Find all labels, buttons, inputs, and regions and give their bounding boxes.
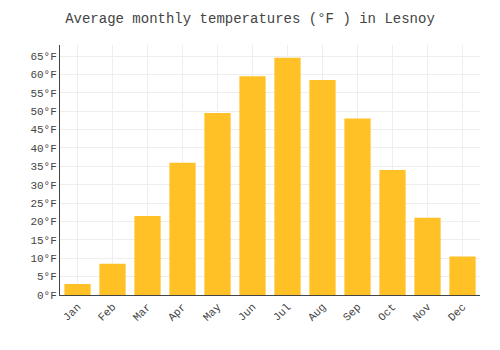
svg-text:Jan: Jan — [61, 301, 83, 323]
svg-text:20°F: 20°F — [30, 216, 56, 228]
svg-text:30°F: 30°F — [30, 180, 56, 192]
svg-text:Jun: Jun — [236, 301, 258, 323]
svg-text:Oct: Oct — [376, 301, 398, 323]
svg-text:Apr: Apr — [166, 301, 188, 323]
svg-text:Dec: Dec — [446, 301, 468, 323]
svg-text:5°F: 5°F — [37, 271, 57, 283]
svg-text:45°F: 45°F — [30, 124, 56, 136]
svg-text:Jul: Jul — [271, 301, 293, 323]
svg-text:25°F: 25°F — [30, 198, 56, 210]
svg-text:Mar: Mar — [131, 301, 153, 323]
svg-text:60°F: 60°F — [30, 69, 56, 81]
svg-text:Sep: Sep — [341, 301, 363, 323]
svg-text:Aug: Aug — [306, 301, 328, 323]
svg-text:Average monthly temperatures (: Average monthly temperatures (°F ) in Le… — [65, 11, 435, 27]
svg-text:0°F: 0°F — [37, 290, 57, 302]
svg-text:15°F: 15°F — [30, 235, 56, 247]
svg-text:May: May — [201, 301, 224, 324]
svg-text:Feb: Feb — [96, 301, 118, 323]
svg-text:50°F: 50°F — [30, 106, 56, 118]
svg-text:10°F: 10°F — [30, 253, 56, 265]
svg-text:35°F: 35°F — [30, 161, 56, 173]
svg-text:40°F: 40°F — [30, 143, 56, 155]
svg-text:Nov: Nov — [411, 301, 434, 324]
svg-text:65°F: 65°F — [30, 51, 56, 63]
svg-text:55°F: 55°F — [30, 88, 56, 100]
